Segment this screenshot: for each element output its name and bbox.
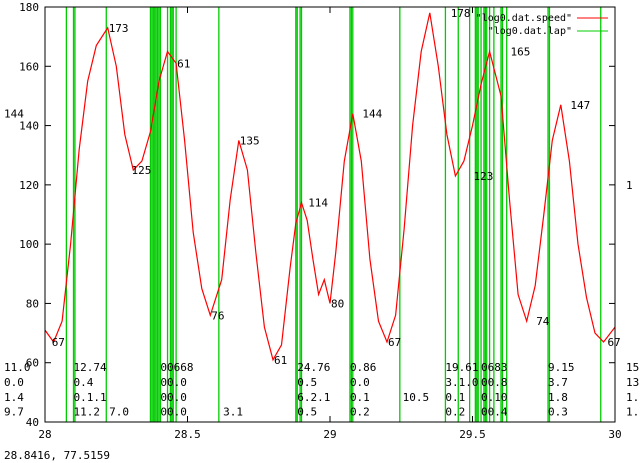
lap-annotation: 24.76 xyxy=(297,361,330,374)
left-margin-label: 144 xyxy=(4,108,24,121)
left-margin-label: 9.7 xyxy=(4,406,24,419)
lap-annotations: 12.74 0.4 0.1.1 11.2 7.0 00668 00.0 00.0 00.0 3.1… xyxy=(74,361,575,418)
lap-annotation: 0.0 xyxy=(350,376,370,389)
peak-value-label: 147 xyxy=(570,99,590,112)
speed-series xyxy=(44,12,616,362)
lap-annotation: 3.7 xyxy=(548,376,568,389)
peak-value-label: 67 xyxy=(607,336,620,349)
peak-value-label: 74 xyxy=(536,315,550,328)
lap-annotation: 12.74 xyxy=(74,361,107,374)
y-tick-label: 80 xyxy=(26,297,39,310)
lap-annotation: 00.0 xyxy=(160,406,187,419)
mouse-coordinates-readout: 28.8416, 77.5159 xyxy=(4,449,110,462)
left-margin-label: 0.0 xyxy=(4,376,24,389)
lap-annotation: 7.0 xyxy=(109,406,129,419)
lap-annotation: 0.2 xyxy=(350,406,370,419)
y-tick-label: 160 xyxy=(19,60,39,73)
peak-value-label: 80 xyxy=(331,297,344,310)
peak-value-label: 114 xyxy=(308,197,328,210)
lap-annotation: 00.4 xyxy=(481,406,508,419)
y-axis: 40 60 80 100 120 140 160 180 xyxy=(19,1,615,429)
lap-annotation: 0.10 xyxy=(481,391,508,404)
x-tick-label: 28.5 xyxy=(174,428,201,441)
y-tick-label: 180 xyxy=(19,1,39,14)
lap-annotation: 9.15 xyxy=(548,361,575,374)
x-axis: 28 28.5 29 29.5 30 xyxy=(38,7,622,441)
plot-frame xyxy=(44,6,616,423)
peak-value-label: 76 xyxy=(211,309,224,322)
lap-annotation: 19.61 xyxy=(445,361,478,374)
lap-annotation: 3.1.0 xyxy=(445,376,478,389)
right-margin-label: 1 xyxy=(626,179,633,192)
right-margin-label: 13. xyxy=(626,376,640,389)
lap-annotation: 00.0 xyxy=(160,376,187,389)
peak-value-label: 165 xyxy=(511,45,531,58)
peak-value-label: 125 xyxy=(132,164,152,177)
lap-annotation: 0.2 xyxy=(445,406,465,419)
right-margin-label: 15. xyxy=(626,361,640,374)
legend-speed-label: "log0.dat.speed" xyxy=(476,13,572,24)
lap-annotation: 1.8 xyxy=(548,391,568,404)
speed-line xyxy=(44,12,616,362)
lap-line-series xyxy=(65,7,602,422)
side-labels: 144 11.0 0.0 1.4 9.7 1 15. 13. 1. 1. xyxy=(4,108,640,419)
lap-annotation: 6.2.1 xyxy=(297,391,330,404)
legend-lap-label: "log0.dat.lap" xyxy=(488,26,572,37)
lap-annotation: 0.1 xyxy=(350,391,370,404)
lap-annotation: 0.5 xyxy=(297,406,317,419)
lap-annotation: 0.1.1 xyxy=(74,391,107,404)
peak-value-label: 135 xyxy=(240,134,260,147)
peak-value-label: 178 xyxy=(451,7,471,20)
y-tick-label: 40 xyxy=(26,416,39,429)
lap-annotation: 00668 xyxy=(160,361,193,374)
peak-value-label: 144 xyxy=(362,108,382,121)
lap-annotation: 0.1 xyxy=(445,391,465,404)
y-tick-label: 140 xyxy=(19,120,39,133)
lap-annotation: 11.2 xyxy=(74,406,101,419)
peak-value-label: 67 xyxy=(388,336,401,349)
peak-labels: 67 173 125 61 76 135 61 114 80 144 67 178 123 165 74 14… xyxy=(52,7,621,367)
lap-annotation: 0683 xyxy=(481,361,508,374)
left-margin-label: 11.0 xyxy=(4,361,31,374)
peak-value-label: 61 xyxy=(177,57,190,70)
right-margin-label: 1. xyxy=(626,406,639,419)
lap-annotation: 00.8 xyxy=(481,376,508,389)
peak-value-label: 123 xyxy=(474,170,494,183)
lap-annotation: 00.0 xyxy=(160,391,187,404)
x-tick-label: 29 xyxy=(323,428,336,441)
x-tick-label: 29.5 xyxy=(459,428,486,441)
right-margin-label: 1. xyxy=(626,391,639,404)
y-tick-label: 120 xyxy=(19,179,39,192)
left-margin-label: 1.4 xyxy=(4,391,24,404)
y-tick-label: 100 xyxy=(19,238,39,251)
legend: "log0.dat.speed" "log0.dat.lap" xyxy=(476,13,608,37)
lap-annotation: 0.86 xyxy=(350,361,377,374)
y-tick-label: 60 xyxy=(26,357,39,370)
peak-value-label: 67 xyxy=(52,336,65,349)
lap-annotation: 3.1 xyxy=(223,406,243,419)
x-tick-label: 28 xyxy=(38,428,51,441)
lap-annotation: 0.4 xyxy=(74,376,94,389)
lap-annotation: 0.5 xyxy=(297,376,317,389)
peak-value-label: 61 xyxy=(274,354,287,367)
lap-annotation: 0.3 xyxy=(548,406,568,419)
x-tick-label: 30 xyxy=(608,428,621,441)
lap-annotation: 10.5 xyxy=(403,391,430,404)
peak-value-label: 173 xyxy=(109,22,129,35)
